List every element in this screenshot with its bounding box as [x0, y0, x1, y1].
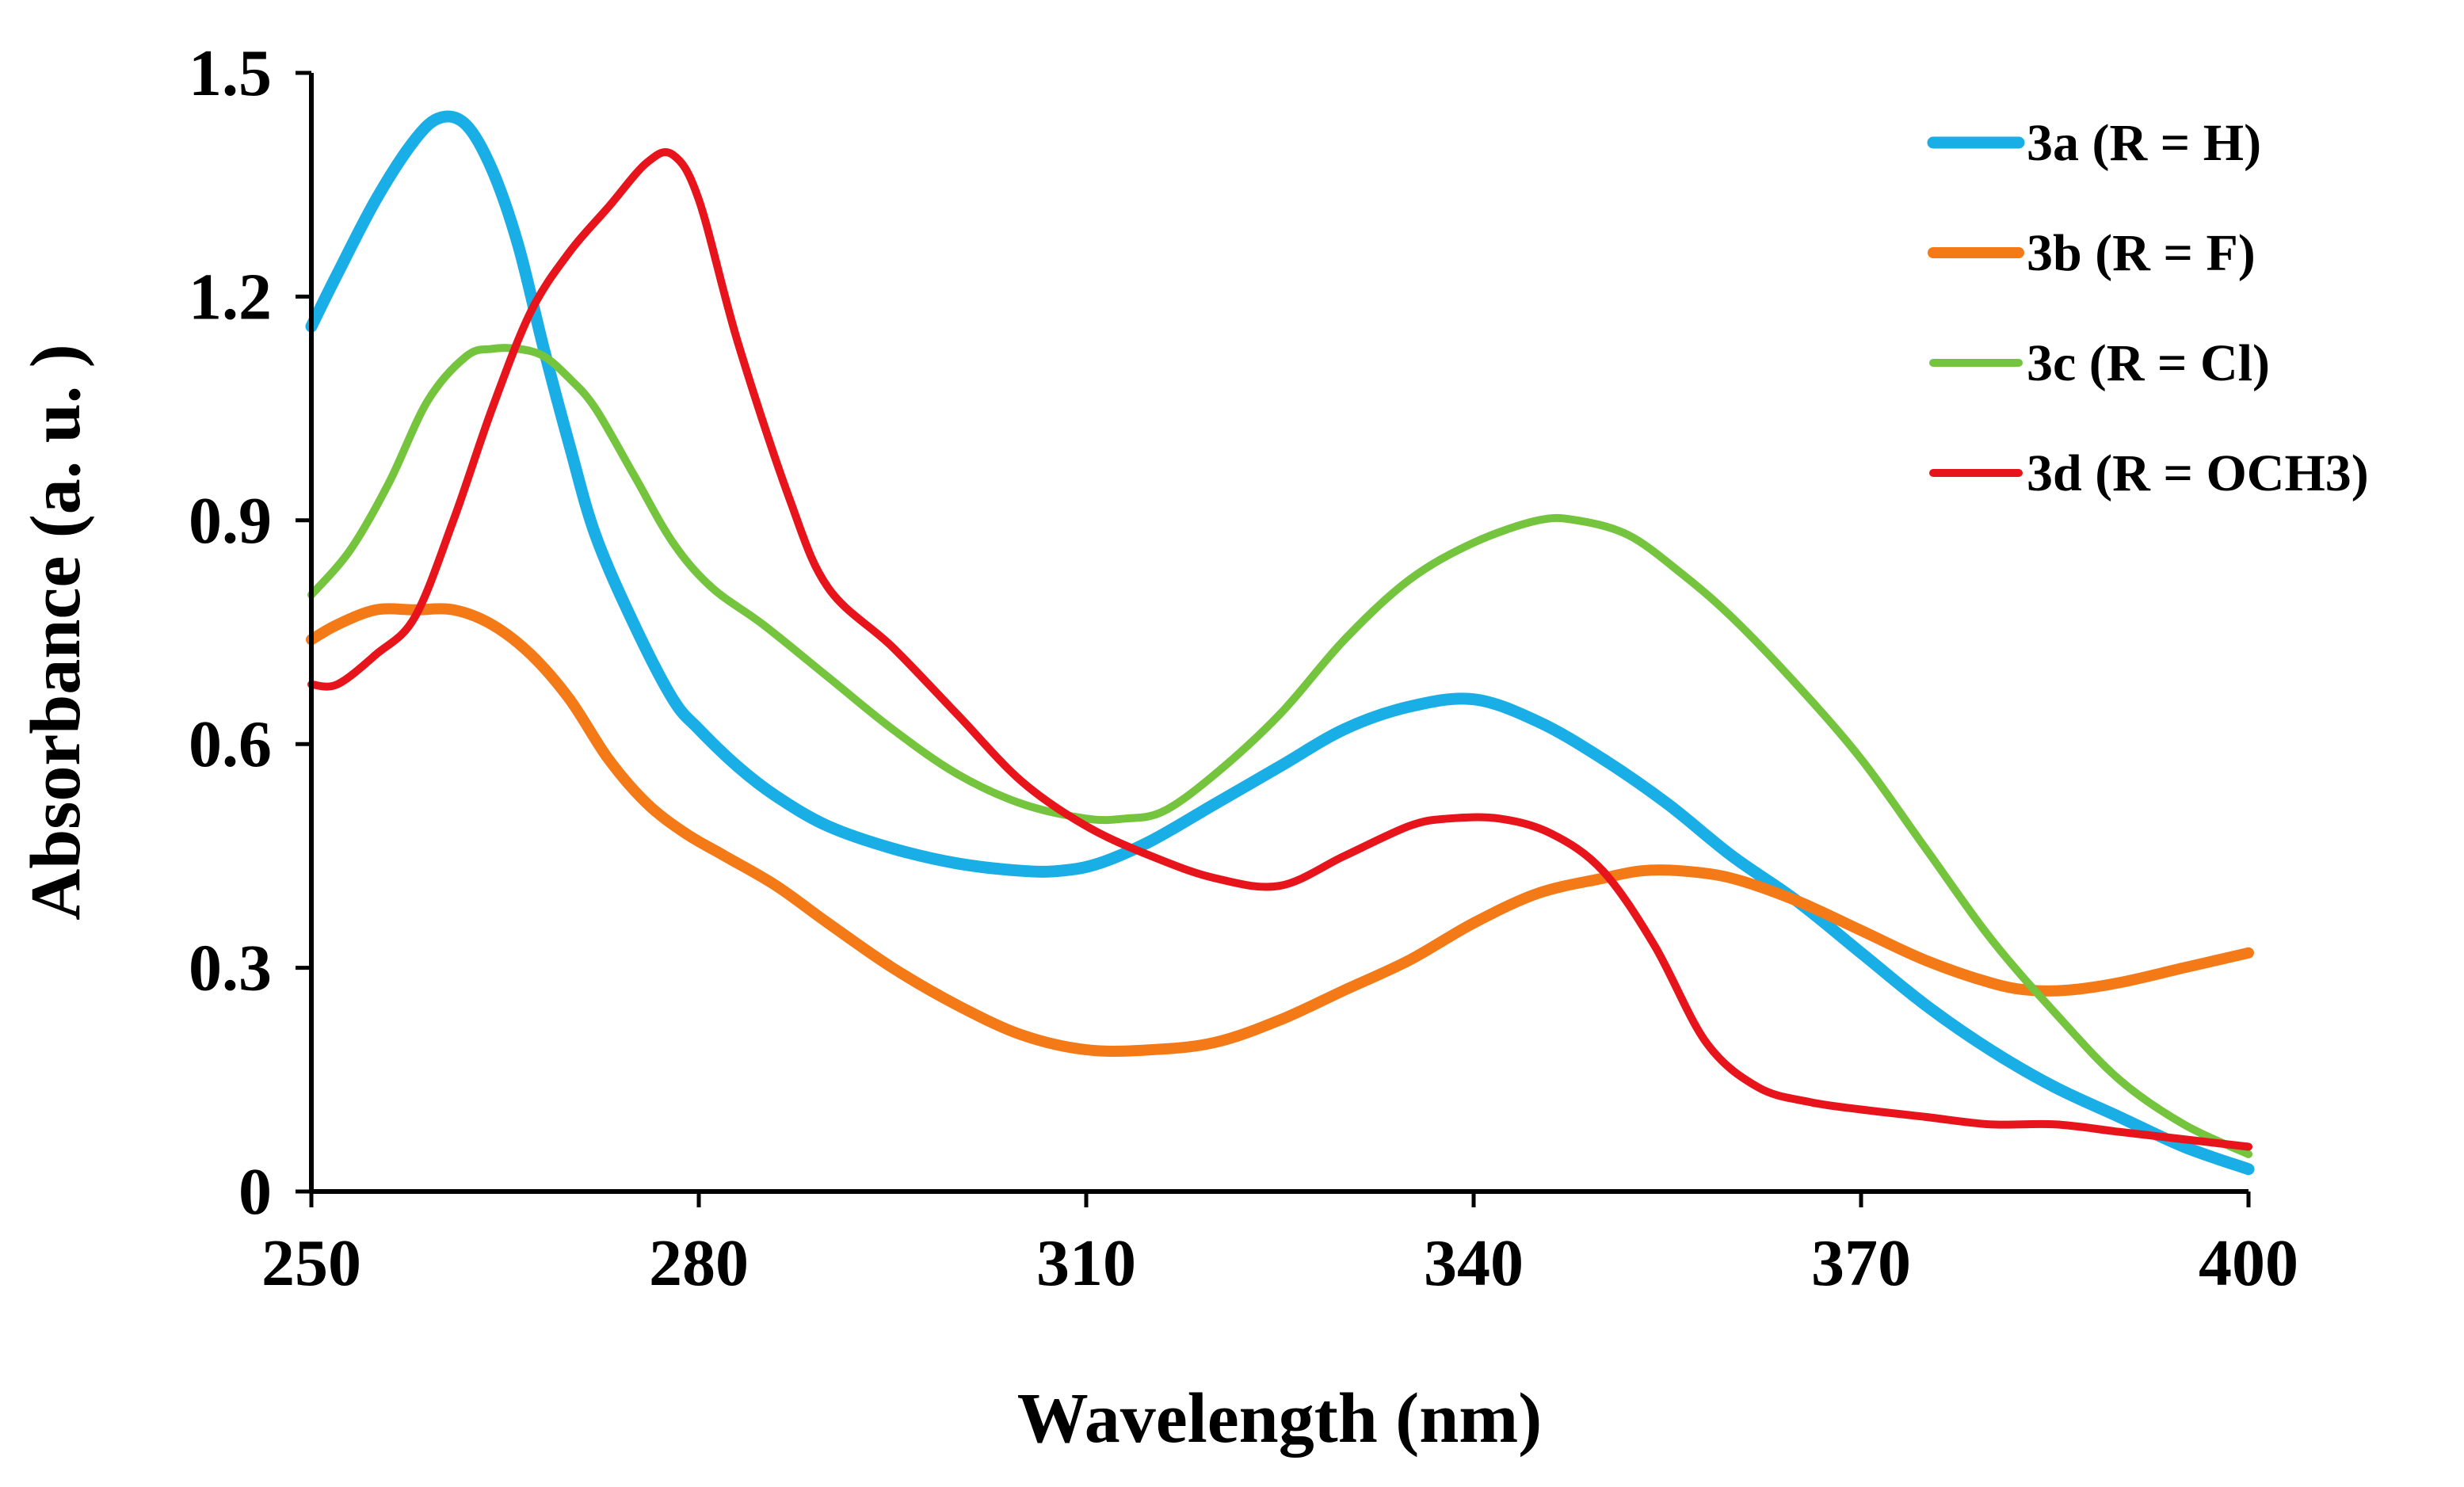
y-tick-label: 0.9	[189, 484, 272, 558]
series-line-1	[305, 110, 2255, 1176]
x-tick-label: 310	[1036, 1226, 1136, 1300]
legend-label: 3d (R = OCH3)	[2027, 444, 2369, 502]
legend-label: 3a (R = H)	[2027, 114, 2261, 172]
y-tick-label: 0.6	[189, 707, 272, 781]
y-axis-title: Absorbance (a. u. )	[17, 344, 95, 921]
x-tick-label: 340	[1424, 1226, 1524, 1300]
x-tick-label: 400	[2199, 1226, 2298, 1300]
y-tick-label: 0	[238, 1155, 272, 1229]
series-line-4	[307, 148, 2252, 1151]
legend: 3a (R = H) 3b (R = F) 3c (R = Cl) 3d (R = O…	[1927, 114, 2369, 502]
plot-area	[305, 110, 2255, 1176]
y-tick-label: 1.2	[189, 260, 272, 334]
legend-label: 3b (R = F)	[2027, 224, 2256, 282]
axes	[309, 73, 2248, 1194]
axis-ticks: 250 280 310 340 370 400 0 0.3 0.6 0.9 1.2 1.5	[189, 36, 2298, 1300]
series-line-3	[307, 344, 2252, 1158]
x-axis-title: Wavelength (nm)	[1017, 1379, 1542, 1458]
x-tick-label: 370	[1811, 1226, 1911, 1300]
series-line-2	[306, 603, 2254, 1057]
y-tick-label: 1.5	[189, 36, 272, 110]
legend-label: 3c (R = Cl)	[2027, 334, 2270, 392]
x-tick-label: 250	[261, 1226, 361, 1300]
y-tick-label: 0.3	[189, 932, 272, 1005]
x-tick-label: 280	[649, 1226, 749, 1300]
